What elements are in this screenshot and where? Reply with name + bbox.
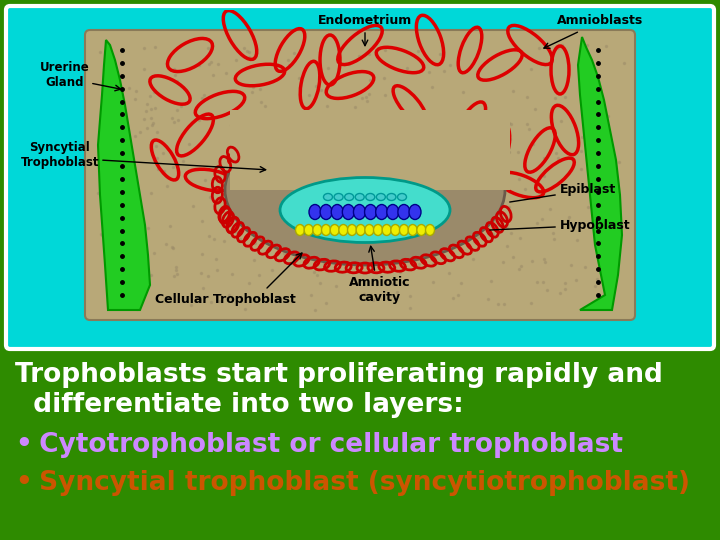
Text: Syncytial
Trophoblast: Syncytial Trophoblast: [21, 141, 99, 169]
Polygon shape: [578, 37, 622, 310]
Text: Endometrium: Endometrium: [318, 14, 412, 27]
Ellipse shape: [364, 205, 377, 219]
Text: Syncytial trophoblast (syncytiotrophoblast): Syncytial trophoblast (syncytiotrophobla…: [30, 470, 690, 496]
Text: Cytotrophoblast or cellular trophoblast: Cytotrophoblast or cellular trophoblast: [30, 432, 623, 458]
Ellipse shape: [356, 225, 365, 235]
Polygon shape: [270, 125, 450, 250]
Bar: [230, 110, 510, 190]
Ellipse shape: [409, 205, 421, 219]
Text: Urerine
Gland: Urerine Gland: [40, 61, 90, 89]
Ellipse shape: [322, 225, 330, 235]
Text: Hypoblast: Hypoblast: [560, 219, 631, 232]
Ellipse shape: [387, 205, 399, 219]
Ellipse shape: [225, 115, 505, 265]
Ellipse shape: [323, 193, 333, 200]
Ellipse shape: [331, 205, 343, 219]
Ellipse shape: [417, 225, 426, 235]
Text: Epiblast: Epiblast: [560, 184, 616, 197]
FancyBboxPatch shape: [85, 30, 635, 320]
Text: differentiate into two layers:: differentiate into two layers:: [15, 392, 464, 418]
Text: •: •: [15, 432, 32, 458]
Ellipse shape: [348, 225, 356, 235]
Ellipse shape: [376, 205, 387, 219]
Ellipse shape: [342, 205, 354, 219]
Ellipse shape: [312, 225, 322, 235]
Ellipse shape: [355, 193, 364, 200]
Ellipse shape: [304, 225, 313, 235]
Ellipse shape: [397, 193, 407, 200]
Ellipse shape: [365, 225, 374, 235]
Text: Amniotic
cavity: Amniotic cavity: [349, 276, 410, 304]
Ellipse shape: [366, 193, 375, 200]
Ellipse shape: [377, 193, 385, 200]
Ellipse shape: [320, 205, 332, 219]
Ellipse shape: [334, 193, 343, 200]
Polygon shape: [98, 40, 150, 310]
Text: Amnioblasts: Amnioblasts: [557, 14, 643, 27]
Ellipse shape: [400, 225, 408, 235]
Text: Cellular Trophoblast: Cellular Trophoblast: [155, 294, 295, 307]
Ellipse shape: [345, 193, 354, 200]
Ellipse shape: [374, 225, 382, 235]
Ellipse shape: [339, 225, 348, 235]
Ellipse shape: [426, 225, 434, 235]
Ellipse shape: [354, 205, 366, 219]
Ellipse shape: [330, 225, 339, 235]
Ellipse shape: [391, 225, 400, 235]
Ellipse shape: [309, 205, 321, 219]
Text: •: •: [15, 470, 32, 496]
Ellipse shape: [295, 225, 305, 235]
Ellipse shape: [398, 205, 410, 219]
Ellipse shape: [408, 225, 417, 235]
Text: Trophoblasts start proliferating rapidly and: Trophoblasts start proliferating rapidly…: [15, 362, 663, 388]
Ellipse shape: [382, 225, 391, 235]
FancyBboxPatch shape: [6, 6, 714, 349]
Ellipse shape: [387, 193, 396, 200]
Ellipse shape: [280, 178, 450, 242]
